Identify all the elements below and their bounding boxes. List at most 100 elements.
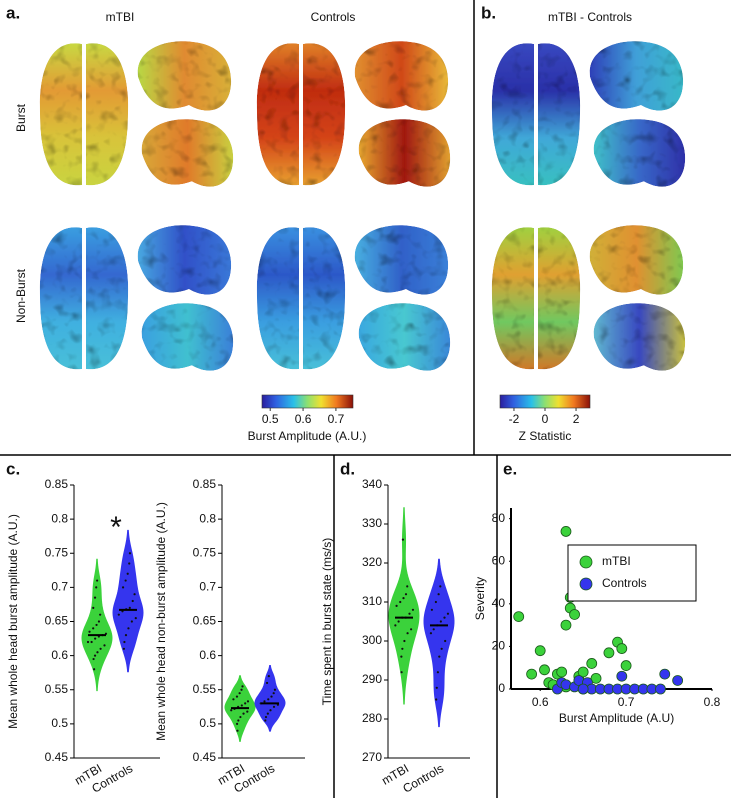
data-point bbox=[440, 647, 443, 650]
x-tick-label: 0.7 bbox=[618, 695, 635, 709]
panel-label: e. bbox=[503, 459, 517, 478]
data-point bbox=[263, 700, 266, 703]
data-point bbox=[264, 719, 267, 722]
legend-label: mTBI bbox=[602, 554, 631, 568]
data-point bbox=[124, 579, 127, 582]
x-axis-label: Burst Amplitude (A.U) bbox=[559, 711, 674, 725]
data-point bbox=[394, 624, 397, 627]
data-point bbox=[444, 639, 447, 643]
annotation: * bbox=[110, 511, 122, 544]
y-tick-label: 0.85 bbox=[193, 477, 217, 491]
colorbar-tick-label: 0.7 bbox=[328, 412, 345, 426]
data-point bbox=[577, 666, 589, 678]
y-tick-label: 0.75 bbox=[45, 545, 69, 559]
data-point bbox=[430, 608, 433, 611]
y-tick-label: 40 bbox=[492, 596, 506, 610]
legend bbox=[567, 544, 697, 602]
colorbar-label: Burst Amplitude (A.U.) bbox=[248, 429, 367, 443]
data-point bbox=[437, 593, 440, 596]
row-label: Non-Burst bbox=[14, 268, 28, 323]
data-point bbox=[403, 639, 406, 643]
data-point bbox=[399, 600, 402, 604]
y-tick-label: 0.65 bbox=[193, 614, 217, 628]
data-point bbox=[590, 672, 602, 684]
data-point bbox=[513, 611, 525, 622]
legend-swatch bbox=[579, 577, 593, 591]
data-point bbox=[128, 562, 131, 565]
violin bbox=[423, 558, 455, 728]
data-point bbox=[436, 671, 439, 674]
data-point bbox=[672, 675, 684, 686]
data-point bbox=[401, 538, 405, 541]
y-tick-label: 20 bbox=[492, 639, 506, 653]
data-point bbox=[232, 698, 235, 701]
y-tick-label: 330 bbox=[362, 516, 382, 530]
data-point bbox=[240, 688, 243, 691]
data-point bbox=[406, 585, 409, 588]
data-point bbox=[266, 712, 269, 715]
data-point bbox=[577, 683, 589, 695]
brain-lateral bbox=[141, 303, 234, 371]
x-tick-label: 0.8 bbox=[704, 695, 721, 709]
data-point bbox=[438, 655, 441, 658]
brain-hemisphere bbox=[491, 43, 534, 186]
data-point bbox=[123, 640, 126, 644]
data-point bbox=[92, 606, 95, 609]
data-point bbox=[616, 670, 628, 682]
data-point bbox=[90, 640, 93, 644]
y-axis-label: Mean whole head burst amplitude (A.U.) bbox=[6, 514, 20, 729]
violin bbox=[388, 507, 420, 705]
brain-hemisphere bbox=[256, 43, 299, 186]
data-point bbox=[429, 632, 433, 635]
brain-hemisphere bbox=[303, 227, 346, 370]
data-point bbox=[402, 597, 405, 600]
brain-hemisphere bbox=[491, 227, 534, 370]
data-point bbox=[395, 604, 398, 608]
data-point bbox=[434, 600, 437, 604]
y-axis-label: Time spent in burst state (ms/s) bbox=[320, 538, 334, 706]
data-point bbox=[94, 637, 97, 640]
y-tick-label: 0.45 bbox=[45, 750, 69, 764]
violin bbox=[112, 529, 144, 673]
data-point bbox=[131, 599, 134, 603]
brain-hemisphere bbox=[86, 43, 129, 186]
data-point bbox=[408, 612, 411, 615]
data-point bbox=[92, 627, 95, 630]
data-point bbox=[128, 552, 132, 555]
brain-hemisphere bbox=[39, 227, 82, 370]
brain-lateral bbox=[589, 225, 684, 295]
brain-hemisphere bbox=[39, 43, 82, 186]
data-point bbox=[235, 695, 239, 698]
data-point bbox=[117, 613, 120, 616]
brain-hemisphere bbox=[256, 227, 299, 370]
y-tick-label: 280 bbox=[362, 711, 382, 725]
column-heading: mTBI - Controls bbox=[548, 10, 632, 24]
data-point bbox=[439, 620, 442, 623]
brain-lateral bbox=[354, 225, 449, 295]
data-point bbox=[435, 698, 438, 701]
data-point bbox=[556, 666, 568, 678]
data-point bbox=[126, 572, 129, 575]
data-point bbox=[242, 712, 245, 715]
colorbar bbox=[499, 394, 591, 409]
data-point bbox=[99, 647, 102, 650]
data-point bbox=[526, 668, 538, 680]
data-point bbox=[616, 643, 628, 654]
data-point bbox=[95, 586, 98, 589]
data-point bbox=[272, 692, 275, 695]
data-point bbox=[439, 585, 442, 588]
data-point bbox=[95, 623, 98, 627]
data-point bbox=[411, 608, 415, 611]
data-point bbox=[534, 645, 546, 657]
y-tick-label: 340 bbox=[362, 477, 382, 491]
y-tick-label: 0.8 bbox=[51, 511, 68, 525]
data-point bbox=[130, 620, 133, 623]
colorbar-label: Z Statistic bbox=[519, 429, 572, 443]
data-point bbox=[603, 647, 615, 659]
column-heading: Controls bbox=[311, 10, 356, 24]
data-point bbox=[134, 616, 137, 620]
data-point bbox=[93, 596, 97, 599]
data-point bbox=[446, 612, 450, 615]
data-point bbox=[400, 671, 403, 674]
